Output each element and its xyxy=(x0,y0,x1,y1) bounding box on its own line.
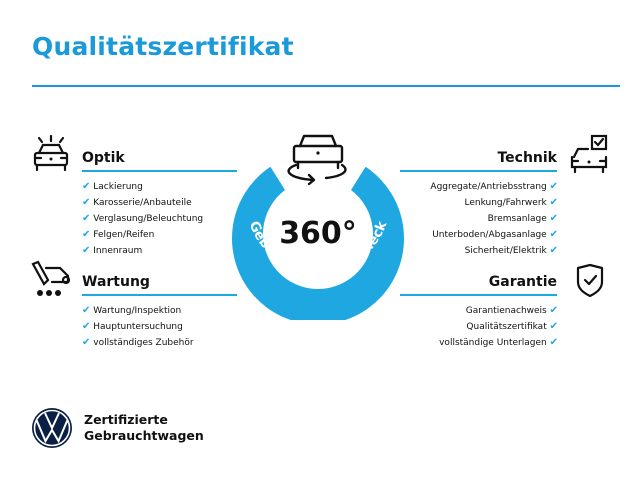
list-item: Sicherheit/Elektrik ✔ xyxy=(464,245,558,256)
list-item: ✔ Innenraum xyxy=(82,245,143,256)
check-icon: ✔ xyxy=(549,197,558,208)
section-heading-technik: Technik xyxy=(497,150,557,166)
wartung-list: ✔ Wartung/Inspektion ✔ Hauptuntersuchung… xyxy=(82,303,194,351)
check-icon: ✔ xyxy=(82,197,91,208)
check-icon: ✔ xyxy=(549,305,558,316)
section-divider xyxy=(82,294,237,296)
360-check-badge: 360° Gebrauchtwagen-Check xyxy=(232,134,404,320)
check-icon: ✔ xyxy=(82,337,91,348)
section-heading-wartung: Wartung xyxy=(82,274,150,290)
optik-list: ✔ Lackierung ✔ Karosserie/Anbauteile ✔ V… xyxy=(82,179,203,259)
section-heading-optik: Optik xyxy=(82,150,125,166)
list-item: Unterboden/Abgasanlage ✔ xyxy=(432,229,558,240)
check-icon: ✔ xyxy=(549,245,558,256)
check-icon: ✔ xyxy=(549,213,558,224)
car-rotate-icon xyxy=(287,134,347,186)
list-item: Aggregate/Antriebsstrang ✔ xyxy=(430,181,558,192)
check-icon: ✔ xyxy=(549,181,558,192)
list-item: Qualitätszertifikat ✔ xyxy=(466,321,558,332)
section-divider xyxy=(400,170,557,172)
list-item: ✔ Hauptuntersuchung xyxy=(82,321,183,332)
section-divider xyxy=(82,170,237,172)
technik-list: Aggregate/Antriebsstrang ✔ Lenkung/Fahrw… xyxy=(380,179,558,259)
check-icon: ✔ xyxy=(82,305,91,316)
brand-text: Zertifizierte Gebrauchtwagen xyxy=(84,412,204,443)
check-icon: ✔ xyxy=(82,245,91,256)
badge-degrees: 360° xyxy=(279,216,357,251)
check-icon: ✔ xyxy=(82,213,91,224)
section-divider xyxy=(400,294,557,296)
list-item: ✔ Wartung/Inspektion xyxy=(82,305,182,316)
list-item: Garantienachweis ✔ xyxy=(465,305,558,316)
section-heading-garantie: Garantie xyxy=(488,274,557,290)
list-item: ✔ Lackierung xyxy=(82,181,143,192)
title-divider xyxy=(32,85,620,87)
vw-logo xyxy=(32,408,72,448)
check-icon: ✔ xyxy=(82,229,91,240)
page-title: Qualitätszertifikat xyxy=(32,32,294,61)
garantie-list: Garantienachweis ✔ Qualitätszertifikat ✔… xyxy=(380,303,558,351)
check-icon: ✔ xyxy=(549,321,558,332)
list-item: Bremsanlage ✔ xyxy=(487,213,558,224)
check-icon: ✔ xyxy=(82,321,91,332)
car-checklist-icon xyxy=(570,134,608,174)
list-item: ✔ vollständiges Zubehör xyxy=(82,337,194,348)
list-item: vollständige Unterlagen ✔ xyxy=(439,337,558,348)
check-icon: ✔ xyxy=(549,229,558,240)
car-lights-icon xyxy=(33,134,69,172)
list-item: ✔ Verglasung/Beleuchtung xyxy=(82,213,204,224)
badge-ring xyxy=(232,166,404,320)
check-icon: ✔ xyxy=(82,181,91,192)
shield-check-icon xyxy=(576,263,604,298)
check-icon: ✔ xyxy=(549,337,558,348)
list-item: Lenkung/Fahrwerk ✔ xyxy=(464,197,558,208)
service-truck-icon xyxy=(31,260,71,296)
list-item: ✔ Felgen/Reifen xyxy=(82,229,155,240)
list-item: ✔ Karosserie/Anbauteile xyxy=(82,197,192,208)
